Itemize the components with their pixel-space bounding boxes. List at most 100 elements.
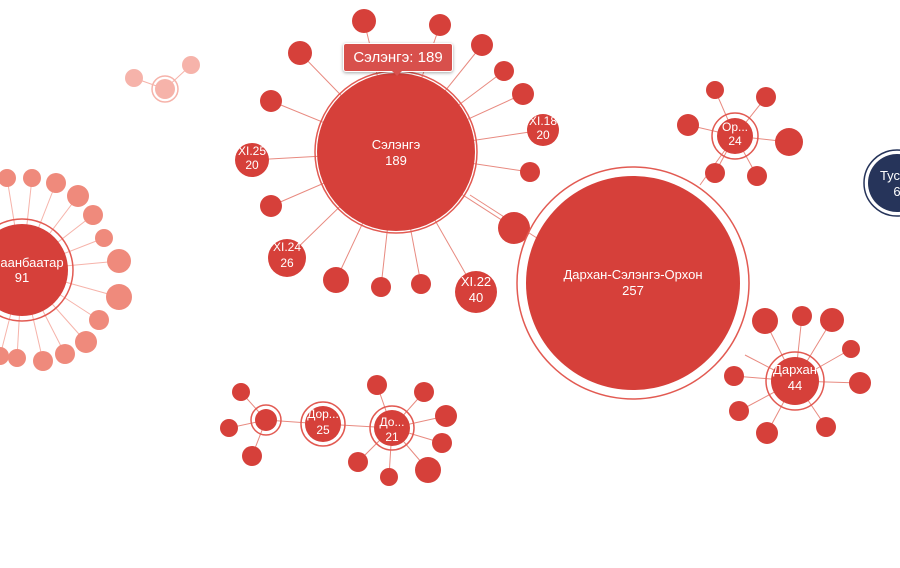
satellite-node[interactable] (706, 81, 724, 99)
satellite-node[interactable] (498, 212, 530, 244)
satellite-node[interactable] (89, 310, 109, 330)
node-ring-darkhan (765, 351, 825, 411)
node-label-dornod: Дор... 25 (307, 407, 339, 437)
node-tusgai[interactable] (868, 154, 900, 212)
svg-text:26: 26 (280, 256, 294, 270)
satellite-node[interactable] (432, 433, 452, 453)
node-label-darkhan: Дархан 44 (773, 362, 817, 393)
satellite-node[interactable] (352, 9, 376, 33)
satellite-node[interactable] (415, 457, 441, 483)
satellite-node[interactable] (288, 41, 312, 65)
node-label-darkhan-selenge-orkhon: Дархан-Сэлэнгэ-Орхон 257 (563, 267, 702, 298)
node-xl18[interactable] (527, 114, 559, 146)
svg-text:аанбаатар: аанбаатар (0, 255, 63, 270)
satellite-node[interactable] (849, 372, 871, 394)
svg-text:XI.22: XI.22 (461, 274, 491, 289)
svg-text:24: 24 (728, 134, 742, 148)
node-ulaanbaatar[interactable] (0, 224, 68, 316)
satellite-node[interactable] (83, 205, 103, 225)
satellite-node[interactable] (0, 169, 16, 187)
satellite-node[interactable] (182, 56, 200, 74)
node-dornod[interactable] (305, 406, 341, 442)
satellite-node[interactable] (75, 331, 97, 353)
satellite-node[interactable] (435, 405, 457, 427)
satellite-node[interactable] (792, 306, 812, 326)
node-xl22[interactable] (455, 271, 497, 313)
satellite-node[interactable] (429, 14, 451, 36)
satellite-node[interactable] (729, 401, 749, 421)
tooltip-text: Сэлэнгэ: 189 (353, 49, 443, 66)
satellite-node[interactable] (8, 349, 26, 367)
satellite-node[interactable] (820, 308, 844, 332)
satellite-node[interactable] (106, 284, 132, 310)
satellite-node[interactable] (0, 347, 9, 365)
svg-text:Тус: Тус (880, 168, 900, 183)
satellite-node[interactable] (471, 34, 493, 56)
satellite-node[interactable] (411, 274, 431, 294)
satellite-node[interactable] (775, 128, 803, 156)
satellite-node[interactable] (752, 308, 778, 334)
satellite-node[interactable] (260, 90, 282, 112)
satellite-node[interactable] (242, 446, 262, 466)
satellite-node[interactable] (220, 419, 238, 437)
node-selenge[interactable] (317, 73, 475, 231)
node-xl25[interactable] (235, 143, 269, 177)
satellite-node[interactable] (46, 173, 66, 193)
satellite-node[interactable] (756, 87, 776, 107)
satellite-node[interactable] (367, 375, 387, 395)
satellite-node[interactable] (677, 114, 699, 136)
satellite-node[interactable] (512, 83, 534, 105)
satellite-node[interactable] (842, 340, 860, 358)
svg-text:20: 20 (245, 158, 259, 172)
node-small-2[interactable] (255, 409, 277, 431)
node-label-ulaanbaatar: аанбаатар 91 (0, 255, 63, 285)
satellite-node[interactable] (125, 69, 143, 87)
satellite-node[interactable] (414, 382, 434, 402)
svg-text:Дархан: Дархан (773, 362, 817, 377)
node-darkhan[interactable] (771, 357, 819, 405)
satellite-node[interactable] (323, 267, 349, 293)
svg-text:257: 257 (622, 283, 644, 298)
node-ring-small (151, 75, 179, 103)
node-ring-small-2 (250, 404, 282, 436)
satellite-node[interactable] (55, 344, 75, 364)
node-xl24[interactable] (268, 239, 306, 277)
satellite-node[interactable] (107, 249, 131, 273)
node-label-tusgai: Тус 6 (880, 168, 900, 199)
svg-text:Дархан-Сэлэнгэ-Орхон: Дархан-Сэлэнгэ-Орхон (563, 267, 702, 282)
satellite-node[interactable] (95, 229, 113, 247)
node-dornogovi[interactable] (374, 410, 410, 446)
svg-text:25: 25 (316, 423, 330, 437)
satellite-node[interactable] (260, 195, 282, 217)
node-ring-darkhan-selenge-orkhon (516, 166, 750, 400)
node-ring-tusgai (863, 149, 900, 217)
node-label-xl22: XI.22 40 (461, 274, 491, 305)
satellite-node[interactable] (756, 422, 778, 444)
node-ring-orkhon (711, 112, 759, 160)
satellite-node[interactable] (724, 366, 744, 386)
svg-text:6: 6 (893, 184, 900, 199)
satellite-node[interactable] (494, 61, 514, 81)
satellite-node[interactable] (816, 417, 836, 437)
node-darkhan-selenge-orkhon[interactable] (526, 176, 740, 390)
satellite-node[interactable] (232, 383, 250, 401)
satellite-node[interactable] (747, 166, 767, 186)
svg-text:До...: До... (380, 415, 405, 429)
node-orkhon[interactable] (717, 118, 753, 154)
satellite-node[interactable] (23, 169, 41, 187)
satellite-node[interactable] (67, 185, 89, 207)
node-label-xl24: XI.24 26 (273, 240, 301, 270)
satellite-node[interactable] (371, 277, 391, 297)
svg-text:XI.18: XI.18 (529, 114, 557, 128)
svg-text:20: 20 (536, 128, 550, 142)
satellite-node[interactable] (33, 351, 53, 371)
svg-text:21: 21 (385, 430, 399, 444)
satellite-node[interactable] (520, 162, 540, 182)
node-small[interactable] (155, 79, 175, 99)
satellite-node[interactable] (380, 468, 398, 486)
svg-text:40: 40 (469, 290, 483, 305)
satellite-node[interactable] (705, 163, 725, 183)
node-label-xl18: XI.18 20 (529, 114, 557, 142)
node-label-xl25: XI.25 20 (238, 144, 266, 172)
satellite-node[interactable] (348, 452, 368, 472)
